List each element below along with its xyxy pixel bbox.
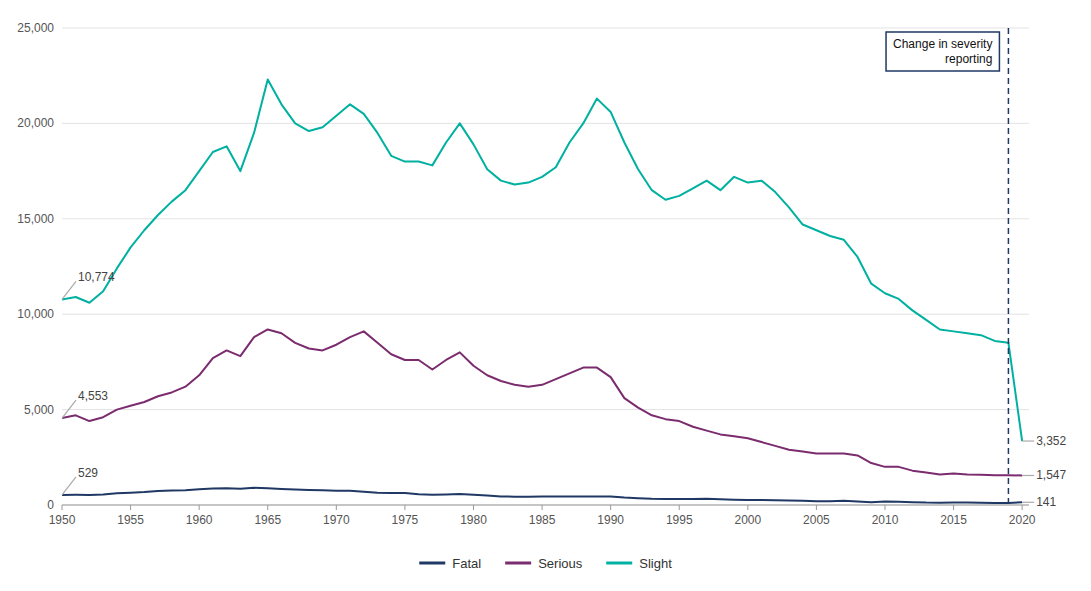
x-tick <box>336 505 337 510</box>
y-tick-label: 20,000 <box>17 116 54 130</box>
x-tick <box>130 505 131 510</box>
x-tick <box>679 505 680 510</box>
point-label: 141 <box>1036 495 1056 509</box>
reference-line <box>1008 28 1010 505</box>
point-label: 10,774 <box>78 270 115 284</box>
x-axis: 1950 1955 1960 1965 1970 1975 1980 1985 1990 1995… <box>49 505 1036 527</box>
legend-swatch <box>419 562 445 565</box>
point-label: 3,352 <box>1036 434 1066 448</box>
y-tick-label: 0 <box>47 498 54 512</box>
lines <box>62 80 1022 503</box>
x-tick <box>62 505 63 510</box>
x-tick <box>199 505 200 510</box>
chart: 05,00010,00015,00020,00025,0001950195519… <box>0 0 1091 591</box>
x-tick-label: 2020 <box>1009 513 1036 527</box>
grid-line <box>62 505 1029 506</box>
legend-label: Slight <box>639 556 672 571</box>
x-tick <box>542 505 543 510</box>
y-tick-label: 5,000 <box>24 403 54 417</box>
annotation-line: Change in severity <box>893 37 992 51</box>
x-tick-label: 2005 <box>803 513 830 527</box>
y-tick-label: 25,000 <box>17 21 54 35</box>
grid-line <box>62 123 1029 124</box>
x-tick <box>953 505 954 510</box>
grid-line <box>62 409 1029 410</box>
x-tick-label: 2015 <box>940 513 967 527</box>
leader-line <box>1022 502 1034 503</box>
leader-line <box>62 477 76 495</box>
x-tick-label: 1960 <box>186 513 213 527</box>
x-tick <box>1022 505 1023 510</box>
leader-line <box>1022 475 1034 476</box>
series-line <box>62 80 1022 442</box>
x-tick <box>884 505 885 510</box>
grid-line <box>62 314 1029 315</box>
annotation-box: Change in severityreporting <box>886 32 999 71</box>
y-tick-label: 15,000 <box>17 212 54 226</box>
point-label: 529 <box>78 466 98 480</box>
legend-label: Serious <box>538 556 583 571</box>
grid-line <box>62 28 1029 29</box>
legend-swatch <box>505 562 531 565</box>
x-tick-label: 2000 <box>734 513 761 527</box>
annotations: Change in severityreporting 10,774 4,553 52… <box>62 28 1066 509</box>
annotation-line: reporting <box>945 52 992 66</box>
x-tick-label: 2010 <box>872 513 899 527</box>
x-tick <box>267 505 268 510</box>
legend-label: Fatal <box>452 556 481 571</box>
x-tick-label: 1965 <box>254 513 281 527</box>
legend-item: Slight <box>606 556 672 571</box>
x-tick-label: 1980 <box>460 513 487 527</box>
x-tick <box>473 505 474 510</box>
legend-item: Serious <box>505 556 583 571</box>
series-line <box>62 329 1022 475</box>
x-tick <box>404 505 405 510</box>
leader-line <box>1022 440 1034 441</box>
x-tick-label: 1990 <box>597 513 624 527</box>
background <box>0 0 1091 591</box>
annotation-text: Change in severityreporting <box>893 37 992 66</box>
legend: Fatal Serious Slight <box>419 556 672 571</box>
x-tick-label: 1985 <box>529 513 556 527</box>
x-tick-label: 1970 <box>323 513 350 527</box>
annotation-frame <box>886 32 999 71</box>
x-tick <box>816 505 817 510</box>
x-tick-label: 1955 <box>117 513 144 527</box>
x-axis-line <box>62 505 1029 506</box>
legend-swatch <box>606 562 632 565</box>
x-tick <box>747 505 748 510</box>
point-label: 4,553 <box>78 389 108 403</box>
x-tick-label: 1995 <box>666 513 693 527</box>
legend-item: Fatal <box>419 556 481 571</box>
grid-line <box>62 218 1029 219</box>
point-label: 1,547 <box>1036 468 1066 482</box>
leader-line <box>62 400 76 418</box>
x-tick-label: 1975 <box>392 513 419 527</box>
x-tick-label: 1950 <box>49 513 76 527</box>
x-tick <box>610 505 611 510</box>
series-line <box>62 488 1022 503</box>
y-tick-label: 10,000 <box>17 307 54 321</box>
y-grid: 0 5,000 10,000 15,000 20,000 25,000 <box>17 21 1029 512</box>
leader-line <box>62 281 76 299</box>
